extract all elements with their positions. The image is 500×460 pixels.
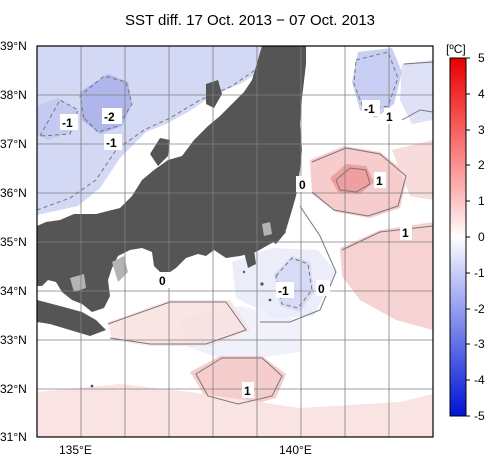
cool-anomaly-east-edge xyxy=(400,60,433,124)
label-bg xyxy=(296,176,310,192)
contour-label: 1 xyxy=(244,384,251,398)
warm-anomaly-east-band xyxy=(392,140,433,200)
colorbar-tick: 4 xyxy=(478,87,485,101)
contour-label: 1 xyxy=(386,110,393,124)
lat-label: 31°N xyxy=(0,430,27,444)
contour-labels: -1 -2 -1 0 1 -1 1 1 0 -1 0 1 xyxy=(60,100,412,398)
label-bg xyxy=(276,282,294,298)
contour-label: 1 xyxy=(376,174,383,188)
lon-label: 140°E xyxy=(279,443,312,457)
lake-inland xyxy=(70,274,86,292)
lat-label: 39°N xyxy=(0,39,27,53)
label-bg xyxy=(102,108,122,124)
label-bg xyxy=(104,134,122,150)
island-izu-2 xyxy=(268,298,272,302)
warm-anomaly-south-broad xyxy=(37,384,433,437)
island-south xyxy=(90,384,94,388)
longitude-labels: 135°E 140°E xyxy=(59,443,312,457)
lake-east xyxy=(262,222,272,236)
label-bg xyxy=(242,382,254,398)
island-izu-1 xyxy=(260,282,264,286)
colorbar-tick: 0 xyxy=(478,230,485,244)
lake-biwa xyxy=(112,256,128,282)
contour-label: -2 xyxy=(104,110,115,124)
colorbar-tick: -3 xyxy=(474,337,485,351)
land-sado-island xyxy=(206,80,222,108)
colorbar-tick: -5 xyxy=(474,409,485,423)
contour-label: 0 xyxy=(299,178,306,192)
colorbar-scale xyxy=(449,57,467,417)
contour-lines xyxy=(37,46,433,405)
label-bg xyxy=(316,280,330,296)
colorbar-tick: 5 xyxy=(478,51,485,65)
colorbar-tick: 1 xyxy=(478,194,485,208)
land-izu-peninsula xyxy=(244,250,256,268)
label-bg xyxy=(400,224,412,240)
island-izu-3 xyxy=(242,270,246,274)
label-bg xyxy=(374,172,386,188)
contour-label: -1 xyxy=(278,284,289,298)
lat-label: 36°N xyxy=(0,186,27,200)
warm-anomaly-south-center xyxy=(190,356,286,408)
contour-label: 0 xyxy=(159,274,166,288)
contour-label: -1 xyxy=(364,102,375,116)
land-shikoku xyxy=(37,300,106,336)
label-bg xyxy=(362,100,380,116)
label-bg xyxy=(384,108,396,124)
colorbar-tick: -1 xyxy=(474,266,485,280)
lat-label: 33°N xyxy=(0,333,27,347)
contour-label: 0 xyxy=(318,282,325,296)
colorbar-tick: -4 xyxy=(474,373,485,387)
land-boso-peninsula xyxy=(266,218,286,244)
colorbar: [ºC] xyxy=(446,42,485,423)
land-noto-peninsula xyxy=(150,138,170,166)
colorbar-tick: -2 xyxy=(474,302,485,316)
lat-label: 32°N xyxy=(0,382,27,396)
map-title: SST diff. 17 Oct. 2013 − 07 Oct. 2013 xyxy=(124,12,376,29)
lat-label: 37°N xyxy=(0,137,27,151)
contour-label: 1 xyxy=(402,226,409,240)
lat-label: 34°N xyxy=(0,284,27,298)
label-bg xyxy=(156,272,170,288)
colorbar-tick: 3 xyxy=(478,123,485,137)
warm-anomaly-east-offshore xyxy=(340,222,433,330)
contour-label: -1 xyxy=(106,136,117,150)
strong-warm-anomaly-kashima xyxy=(330,164,374,194)
label-bg xyxy=(60,114,78,130)
colorbar-tick: 2 xyxy=(478,158,485,172)
map-frame xyxy=(36,45,434,438)
contour-label: -1 xyxy=(62,116,73,130)
latitude-labels: 39°N 38°N 37°N 36°N 35°N 34°N 33°N 32°N … xyxy=(0,39,27,444)
lat-label: 35°N xyxy=(0,235,27,249)
lon-label: 135°E xyxy=(59,443,92,457)
colorbar-unit: [ºC] xyxy=(446,42,466,56)
land-honshu xyxy=(37,46,306,312)
lat-label: 38°N xyxy=(0,88,27,102)
